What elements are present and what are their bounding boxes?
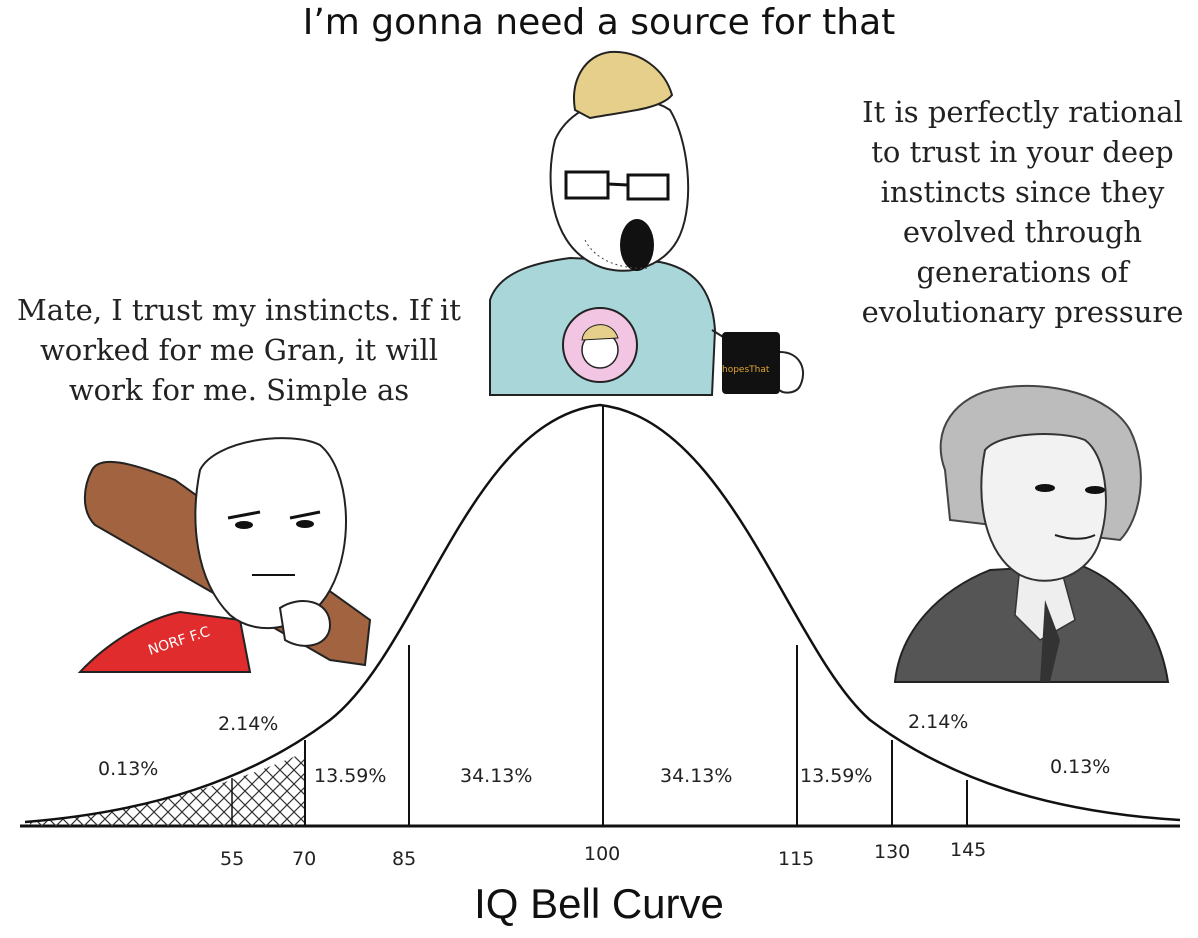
left-quote-line: Mate, I trust my instincts. If it bbox=[17, 293, 461, 327]
tick-100: 100 bbox=[584, 843, 620, 865]
right-quote: It is perfectly rational to trust in you… bbox=[850, 92, 1195, 332]
left-figure-wojak: NORF F.C bbox=[77, 437, 372, 673]
right-quote-line: evolved through bbox=[902, 215, 1143, 249]
pct-label-left-0: 0.13% bbox=[98, 758, 158, 780]
left-quote-line: work for me. Simple as bbox=[68, 373, 410, 407]
pct-label-left-34: 34.13% bbox=[460, 765, 532, 787]
chart-title: IQ Bell Curve bbox=[474, 880, 724, 927]
pct-label-right-34: 34.13% bbox=[660, 765, 732, 787]
page-title: I’m gonna need a source for that bbox=[302, 2, 896, 43]
right-figure-philosopher bbox=[893, 384, 1170, 683]
mug-text: hopesThat bbox=[722, 365, 770, 375]
right-quote-line: generations of bbox=[916, 255, 1129, 289]
pct-label-right-13: 13.59% bbox=[800, 765, 872, 787]
right-quote-line: to trust in your deep bbox=[871, 135, 1174, 169]
right-quote-line: instincts since they bbox=[880, 175, 1165, 209]
pct-label-right-0: 0.13% bbox=[1050, 756, 1110, 778]
pct-label-left-13: 13.59% bbox=[314, 765, 386, 787]
tick-130: 130 bbox=[874, 841, 910, 863]
tick-115: 115 bbox=[778, 848, 814, 870]
tick-70: 70 bbox=[292, 848, 316, 870]
tick-145: 145 bbox=[950, 839, 986, 861]
bell-curve-line bbox=[24, 403, 1181, 824]
pct-label-left-2: 2.14% bbox=[218, 713, 278, 735]
tick-55: 55 bbox=[220, 848, 244, 870]
middle-figure-soyjak: hopesThat bbox=[489, 50, 805, 396]
tick-85: 85 bbox=[392, 848, 416, 870]
hatched-tail-area bbox=[30, 752, 305, 826]
pct-label-right-2: 2.14% bbox=[908, 711, 968, 733]
left-quote-line: worked for me Gran, it will bbox=[39, 333, 439, 367]
left-quote: Mate, I trust my instincts. If it worked… bbox=[0, 290, 478, 410]
right-quote-line: It is perfectly rational bbox=[862, 95, 1183, 129]
right-quote-line: evolutionary pressure bbox=[861, 295, 1184, 329]
